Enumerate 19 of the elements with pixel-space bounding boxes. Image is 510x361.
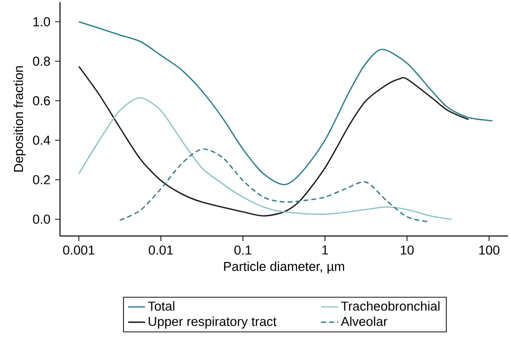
x-tick-label: 0.01 xyxy=(148,245,173,255)
y-tick-label: 0.0 xyxy=(33,214,50,224)
x-tick-label: 0.1 xyxy=(234,245,252,255)
legend-label: Upper respiratory tract xyxy=(148,316,276,329)
legend-label: Total xyxy=(148,301,174,311)
y-tick-label: 1.0 xyxy=(33,17,50,26)
legend-label: Alveolar xyxy=(340,316,388,326)
y-tick-label: 0.6 xyxy=(33,96,50,106)
y-tick-label: 0.4 xyxy=(33,136,50,145)
x-axis-title: Particle diameter, µm xyxy=(224,262,344,274)
y-tick-label: 0.8 xyxy=(33,56,50,66)
legend-label: Tracheobronchial xyxy=(341,301,440,311)
x-tick-label: 0.001 xyxy=(63,245,94,255)
x-tick-label: 1 xyxy=(322,246,328,254)
y-tick-label: 0.2 xyxy=(33,175,50,184)
x-tick-label: 100 xyxy=(479,245,500,255)
y-axis-title: Deposition fraction xyxy=(14,66,26,172)
x-tick-label: 10 xyxy=(400,245,414,255)
line-series xyxy=(119,148,429,222)
